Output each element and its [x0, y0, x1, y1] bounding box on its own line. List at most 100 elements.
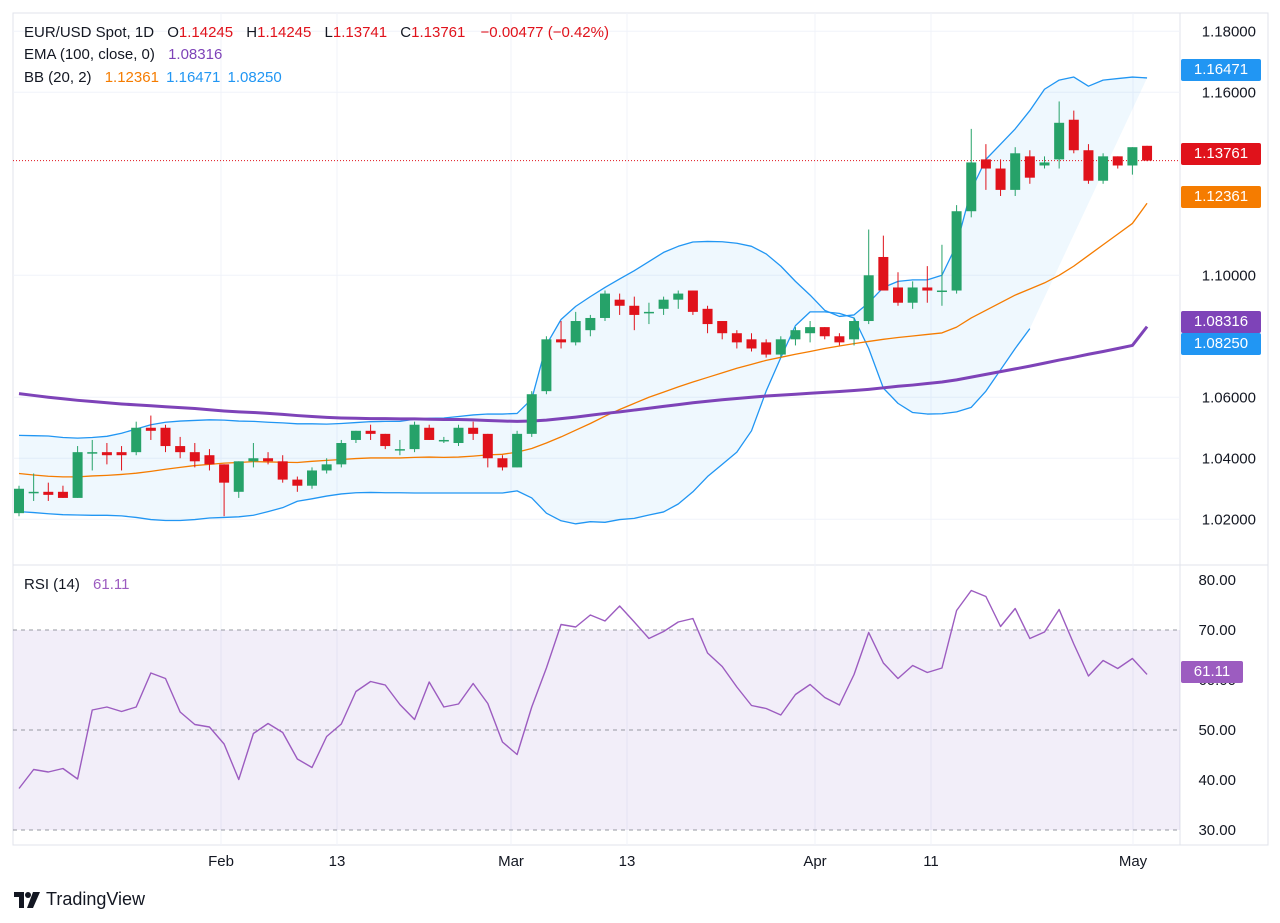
rsi-tick-label: 30.00	[1198, 822, 1236, 839]
rsi-band-fill	[13, 630, 1180, 830]
candle-body	[673, 293, 684, 300]
candle-body	[453, 427, 464, 444]
candle-body	[819, 327, 830, 337]
candle-body	[101, 452, 112, 456]
candle-body	[365, 430, 376, 434]
tradingview-icon	[14, 891, 40, 908]
symbol-legend: EUR/USD Spot, 1D O1.14245 H1.14245 L1.13…	[24, 24, 612, 41]
candle-body	[643, 311, 654, 314]
rsi-tick-label: 50.00	[1198, 722, 1236, 739]
tradingview-logo[interactable]: TradingView	[14, 889, 145, 910]
candle-body	[805, 327, 816, 334]
bb-basis-value: 1.12361	[104, 69, 159, 86]
candle-body	[438, 439, 449, 442]
bb-lower-line	[18, 311, 1031, 525]
bollinger-band-fill	[19, 77, 1148, 524]
candle-body	[424, 427, 435, 440]
time-tick-label: Apr	[803, 853, 826, 870]
rsi-tick-label: 80.00	[1198, 572, 1236, 589]
candle-body	[409, 424, 420, 450]
axes: 1.18000 1.16000 1.10000 1.06000 1.04000 1.020…	[208, 23, 1256, 870]
candle-body	[775, 339, 786, 355]
candle-body	[790, 330, 801, 340]
low-label: L	[324, 24, 333, 41]
bb-legend: BB (20, 2) 1.12361 1.16471 1.08250	[24, 69, 285, 86]
candle-body	[922, 287, 933, 291]
candle-body	[995, 168, 1006, 190]
price-tick-label: 1.04000	[1202, 450, 1256, 467]
basis-price-tag: 1.12361	[1181, 186, 1261, 208]
candle-body	[614, 299, 625, 306]
candle-body	[57, 491, 68, 498]
time-tick-label: 11	[923, 853, 939, 870]
rsi-tick-label: 40.00	[1198, 772, 1236, 789]
price-tick-label: 1.06000	[1202, 389, 1256, 406]
candle-body	[717, 321, 728, 334]
rsi-tick-label: 70.00	[1198, 622, 1236, 639]
rsi-label: RSI (14)	[24, 576, 80, 593]
change-value: −0.00477 (−0.42%)	[480, 24, 609, 41]
candle-body	[131, 427, 142, 453]
candle-body	[687, 290, 698, 312]
open-label: O	[167, 24, 179, 41]
candle-body	[1054, 122, 1065, 160]
candle-body	[1112, 156, 1123, 166]
candle-body	[1083, 150, 1094, 181]
last-price-tag: 1.13761	[1181, 143, 1261, 165]
candle-body	[321, 464, 332, 471]
high-label: H	[246, 24, 258, 41]
candle-body	[1142, 145, 1153, 161]
rsi-price-tag: 61.11	[1181, 661, 1243, 683]
candle-body	[1127, 147, 1138, 166]
candle-body	[394, 449, 405, 451]
candle-body	[380, 433, 391, 447]
upper-band-price-tag: 1.16471	[1181, 59, 1261, 81]
candle-body	[160, 427, 171, 447]
lower-band-price-tag: 1.08250	[1181, 333, 1261, 355]
bb-label: BB (20, 2)	[24, 69, 92, 86]
candle-body	[966, 162, 977, 212]
candle-body	[204, 455, 215, 465]
candle-body	[189, 452, 200, 462]
candle-body	[1010, 153, 1021, 190]
candle-body	[731, 333, 742, 343]
rsi-pane	[13, 589, 1180, 831]
close-label: C	[400, 24, 412, 41]
candle-body	[893, 287, 903, 303]
symbol-title: EUR/USD Spot, 1D	[24, 24, 155, 41]
bb-band-fill	[19, 77, 1148, 524]
candle-body	[1068, 119, 1079, 151]
rsi-value: 61.11	[93, 576, 130, 593]
candle-body	[1024, 156, 1035, 178]
chart-frame	[12, 12, 1269, 846]
ema-value: 1.08316	[168, 46, 223, 63]
low-value: 1.13741	[332, 24, 388, 41]
candle-body	[468, 427, 479, 434]
ema-legend: EMA (100, close, 0) 1.08316	[24, 46, 225, 63]
bb-lower-value: 1.08250	[227, 69, 282, 86]
candle-body	[585, 317, 596, 331]
time-tick-label: Feb	[208, 853, 234, 870]
candle-body	[834, 336, 845, 343]
candle-body	[87, 452, 98, 454]
candle-body	[1098, 156, 1109, 181]
candle-body	[761, 342, 772, 355]
candle-body	[277, 461, 288, 480]
candle-body	[526, 394, 537, 434]
high-value: 1.14245	[257, 24, 312, 41]
candle-body	[292, 479, 303, 486]
candle-body	[600, 293, 610, 318]
rsi-line	[18, 589, 1148, 789]
rsi-legend: RSI (14) 61.11	[24, 576, 132, 593]
candle-body	[658, 299, 669, 309]
candle-body	[219, 464, 230, 483]
candle-body	[28, 491, 39, 494]
candle-body	[175, 446, 186, 453]
time-tick-label: 13	[329, 853, 346, 870]
brand-name: TradingView	[46, 889, 146, 909]
candle-body	[497, 458, 508, 468]
candle-body	[849, 321, 860, 340]
price-tick-label: 1.18000	[1202, 23, 1256, 40]
candle-body	[629, 305, 640, 315]
